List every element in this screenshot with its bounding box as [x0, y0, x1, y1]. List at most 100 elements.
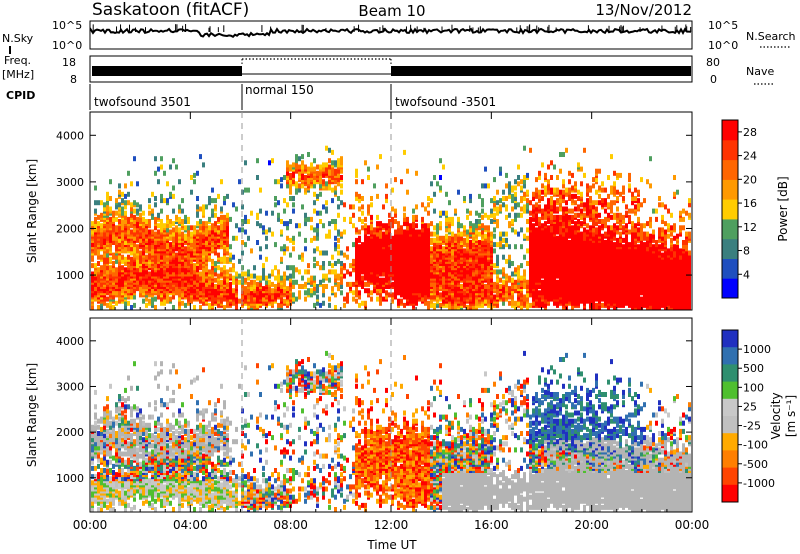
power-cell: [391, 235, 394, 241]
power-cell: [322, 166, 325, 172]
power-cell: [319, 210, 322, 216]
power-cell: [424, 227, 427, 233]
power-cell: [493, 177, 496, 183]
power-cell: [127, 200, 130, 206]
power-cell: [244, 214, 247, 220]
power-cell: [190, 242, 193, 248]
power-cell: [337, 281, 340, 287]
power-cell: [421, 202, 424, 208]
power-cell: [148, 298, 151, 304]
power-cell: [214, 284, 217, 289]
power-cell: [379, 233, 382, 239]
power-cell: [505, 204, 508, 210]
power-cell: [172, 305, 175, 310]
power-cell: [319, 175, 322, 180]
power-cell: [442, 275, 445, 281]
power-cell: [529, 302, 532, 308]
power-cell: [223, 196, 226, 201]
power-cell: [526, 292, 529, 298]
power-cell: [169, 219, 172, 224]
power-cell: [361, 196, 364, 201]
power-cell: [271, 231, 274, 237]
power-cell: [130, 206, 133, 212]
power-cell: [574, 221, 577, 227]
power-cell: [247, 281, 250, 287]
power-cell: [241, 240, 244, 245]
power-cell: [298, 223, 301, 229]
power-cell: [553, 214, 556, 220]
power-cell: [106, 200, 109, 206]
power-cell: [97, 200, 100, 206]
power-cell: [559, 193, 562, 199]
power-cell: [259, 281, 262, 287]
power-cell: [334, 292, 337, 298]
power-cell: [328, 229, 331, 235]
power-cell: [526, 204, 529, 210]
power-cell: [481, 202, 484, 208]
power-cell: [184, 246, 187, 252]
power-cell: [541, 196, 544, 201]
power-cell: [550, 175, 553, 180]
power-cell: [520, 300, 523, 306]
power-cell: [352, 281, 355, 287]
power-cell: [280, 302, 283, 308]
power-cell: [157, 212, 160, 218]
power-cell: [445, 233, 448, 239]
power-cell: [193, 237, 196, 243]
power-cell: [439, 175, 442, 180]
power-cell: [154, 202, 157, 208]
power-cell: [529, 216, 532, 222]
power-cell: [538, 290, 541, 296]
power-cell: [244, 286, 247, 292]
power-cell: [382, 271, 385, 277]
power-cell: [382, 296, 385, 302]
power-cell: [208, 216, 211, 222]
power-cell: [283, 281, 286, 287]
power-cell: [136, 267, 139, 273]
power-cell: [526, 172, 529, 178]
power-cell: [514, 229, 517, 235]
power-cell: [445, 302, 448, 308]
power-cell: [415, 214, 418, 220]
power-cell: [304, 216, 307, 222]
power-cell: [442, 246, 445, 252]
power-cell: [367, 175, 370, 180]
power-cell: [121, 223, 124, 229]
power-cell: [484, 254, 487, 260]
power-cell: [283, 277, 286, 283]
power-cell: [502, 231, 505, 237]
power-cell: [247, 219, 250, 224]
power-cell: [562, 221, 565, 227]
power-cell: [223, 214, 226, 220]
power-cell: [274, 196, 277, 201]
power-cell: [571, 242, 574, 248]
power-cell: [196, 170, 199, 176]
power-cell: [514, 212, 517, 218]
power-cell: [226, 240, 229, 245]
power-cell: [340, 156, 343, 162]
power-cell: [433, 225, 436, 231]
power-cell: [280, 256, 283, 262]
power-cell: [187, 225, 190, 231]
power-cell: [208, 225, 211, 231]
power-cell: [430, 221, 433, 227]
power-cell: [202, 162, 205, 168]
power-cell: [127, 254, 130, 260]
power-cell: [307, 277, 310, 283]
power-cell: [118, 219, 121, 224]
power-cell: [355, 237, 358, 243]
power-cell: [160, 233, 163, 239]
power-cell: [367, 281, 370, 287]
power-cell: [493, 242, 496, 248]
power-cell: [328, 158, 331, 164]
power-cell: [112, 227, 115, 233]
power-cell: [445, 263, 448, 269]
power-cell: [214, 227, 217, 233]
power-cell: [451, 231, 454, 237]
power-cell: [400, 225, 403, 231]
power-cell: [538, 254, 541, 260]
power-cell: [130, 212, 133, 218]
power-cell: [571, 214, 574, 220]
power-cell: [334, 269, 337, 275]
power-cell: [313, 208, 316, 214]
